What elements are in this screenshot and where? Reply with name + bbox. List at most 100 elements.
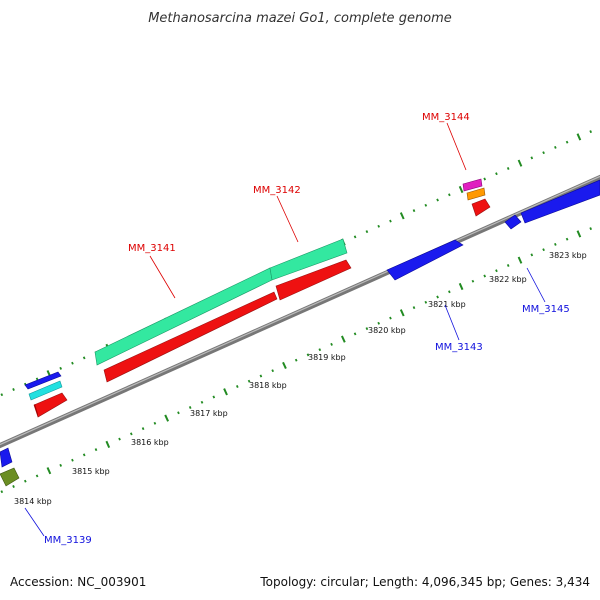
scale-track-minor-tick (565, 237, 569, 241)
outer-track-minor-tick (436, 198, 439, 202)
scale-label-3823: 3823 kbp (549, 251, 587, 260)
scale-label-3816: 3816 kbp (131, 438, 169, 447)
scale-track-major-tick (458, 282, 464, 291)
outer-track-minor-tick (59, 366, 63, 370)
outer-track-minor-tick (71, 361, 74, 365)
scale-label-3822: 3822 kbp (489, 275, 527, 284)
gene-label-mm3139[interactable]: MM_3139 (44, 535, 92, 546)
outer-track-minor-tick (35, 377, 39, 381)
scale-track-major-tick (223, 388, 228, 396)
outer-track-minor-tick (424, 203, 428, 207)
scale-track-major-tick (46, 467, 52, 475)
outer-track-minor-tick (565, 140, 569, 144)
outer-track-major-tick (576, 133, 582, 141)
gene-feature-cyan-left[interactable] (28, 380, 63, 401)
outer-track-minor-tick (353, 235, 357, 239)
scale-track-minor-tick (59, 463, 63, 467)
gene-label-mm3144[interactable]: MM_3144 (422, 112, 470, 123)
scale-track-minor-tick (365, 327, 369, 331)
pointer-mm3141 (149, 255, 176, 299)
gene-feature-teal-mm3141[interactable] (94, 267, 273, 366)
scale-label-3817: 3817 kbp (190, 409, 228, 418)
genome-backbone-highlight (0, 175, 600, 446)
scale-track-major-tick (399, 309, 405, 317)
scale-label-3819: 3819 kbp (308, 353, 346, 362)
outer-track-minor-tick (506, 167, 510, 170)
scale-track-minor-tick (530, 253, 534, 257)
gene-feature-red-mm3144[interactable] (471, 198, 491, 217)
pointer-mm3144 (446, 122, 467, 171)
scale-track-minor-tick (118, 437, 121, 441)
scale-track-minor-tick (330, 342, 333, 346)
scale-track-minor-tick (542, 248, 545, 252)
scale-track-minor-tick (212, 395, 216, 399)
gene-label-mm3141[interactable]: MM_3141 (128, 243, 176, 254)
gene-feature-olive-left[interactable] (0, 467, 20, 487)
scale-label-3818: 3818 kbp (249, 381, 287, 390)
pointer-mm3142 (276, 195, 299, 243)
outer-track-minor-tick (483, 177, 487, 181)
outer-track-minor-tick (448, 193, 451, 197)
gene-label-mm3145[interactable]: MM_3145 (522, 304, 570, 315)
outer-track-major-tick (458, 185, 464, 194)
outer-track-minor-tick (377, 224, 381, 228)
pointer-mm3143 (444, 304, 460, 341)
outer-track-minor-tick (389, 219, 392, 223)
scale-track-major-tick (105, 440, 111, 449)
scale-track-minor-tick (483, 274, 487, 278)
scale-track-minor-tick (448, 290, 451, 294)
scale-track-major-tick (282, 361, 287, 370)
gene-feature-blue-mm3145[interactable] (520, 179, 600, 224)
outer-track-minor-tick (0, 393, 4, 397)
outer-track-minor-tick (12, 388, 15, 391)
outer-track-minor-tick (82, 356, 86, 360)
scale-tick-track (0, 227, 593, 494)
scale-track-major-tick (340, 335, 346, 343)
gene-feature-blue-left[interactable] (24, 371, 62, 390)
scale-label-3820: 3820 kbp (368, 326, 406, 335)
outer-track-minor-tick (412, 209, 416, 213)
scale-track-minor-tick (235, 385, 239, 388)
scale-track-minor-tick (318, 348, 322, 352)
scale-track-minor-tick (471, 279, 475, 283)
scale-track-minor-tick (424, 300, 428, 304)
genome-summary-text: Topology: circular; Length: 4,096,345 bp… (259, 575, 590, 589)
scale-label-3814: 3814 kbp (14, 497, 52, 506)
scale-track-minor-tick (389, 316, 392, 320)
scale-track-minor-tick (23, 479, 27, 483)
outer-track-minor-tick (495, 172, 498, 176)
scale-track-minor-tick (306, 353, 310, 357)
scale-track-minor-tick (35, 474, 39, 478)
scale-track-major-tick (164, 414, 170, 422)
scale-track-minor-tick (495, 269, 498, 273)
scale-track-minor-tick (82, 453, 86, 457)
gene-feature-blue-small[interactable] (504, 214, 522, 230)
gene-feature-blue-edge-left[interactable] (0, 447, 13, 468)
pointer-mm3139 (24, 507, 45, 537)
outer-track-minor-tick (365, 230, 369, 234)
scale-labels: 3814 kbp 3815 kbp 3816 kbp 3817 kbp 3818… (14, 251, 587, 506)
gene-feature-orange-mm3144[interactable] (466, 187, 486, 201)
gene-label-mm3142[interactable]: MM_3142 (253, 185, 301, 196)
gene-feature-magenta-mm3144[interactable] (462, 178, 483, 192)
scale-track-minor-tick (377, 321, 381, 325)
scale-track-minor-tick (271, 369, 275, 373)
scale-track-minor-tick (200, 400, 204, 404)
gene-feature-teal-mm3142[interactable] (269, 238, 348, 281)
genome-backbone (0, 174, 600, 449)
gene-feature-blue-mm3143[interactable] (386, 239, 464, 281)
gene-label-mm3143[interactable]: MM_3143 (435, 342, 483, 353)
scale-track-minor-tick (294, 358, 298, 362)
scale-label-3815: 3815 kbp (72, 467, 110, 476)
outer-track-major-tick (517, 159, 523, 167)
outer-track-minor-tick (530, 156, 534, 160)
gene-feature-red-mm3142[interactable] (275, 259, 352, 301)
outer-track-major-tick (399, 212, 405, 220)
gene-feature-red-mm3141[interactable] (103, 291, 278, 383)
scale-track-minor-tick (12, 485, 15, 488)
accession-text: Accession: NC_003901 (10, 575, 146, 589)
scale-track-minor-tick (177, 411, 180, 415)
scale-track-minor-tick (71, 458, 74, 462)
